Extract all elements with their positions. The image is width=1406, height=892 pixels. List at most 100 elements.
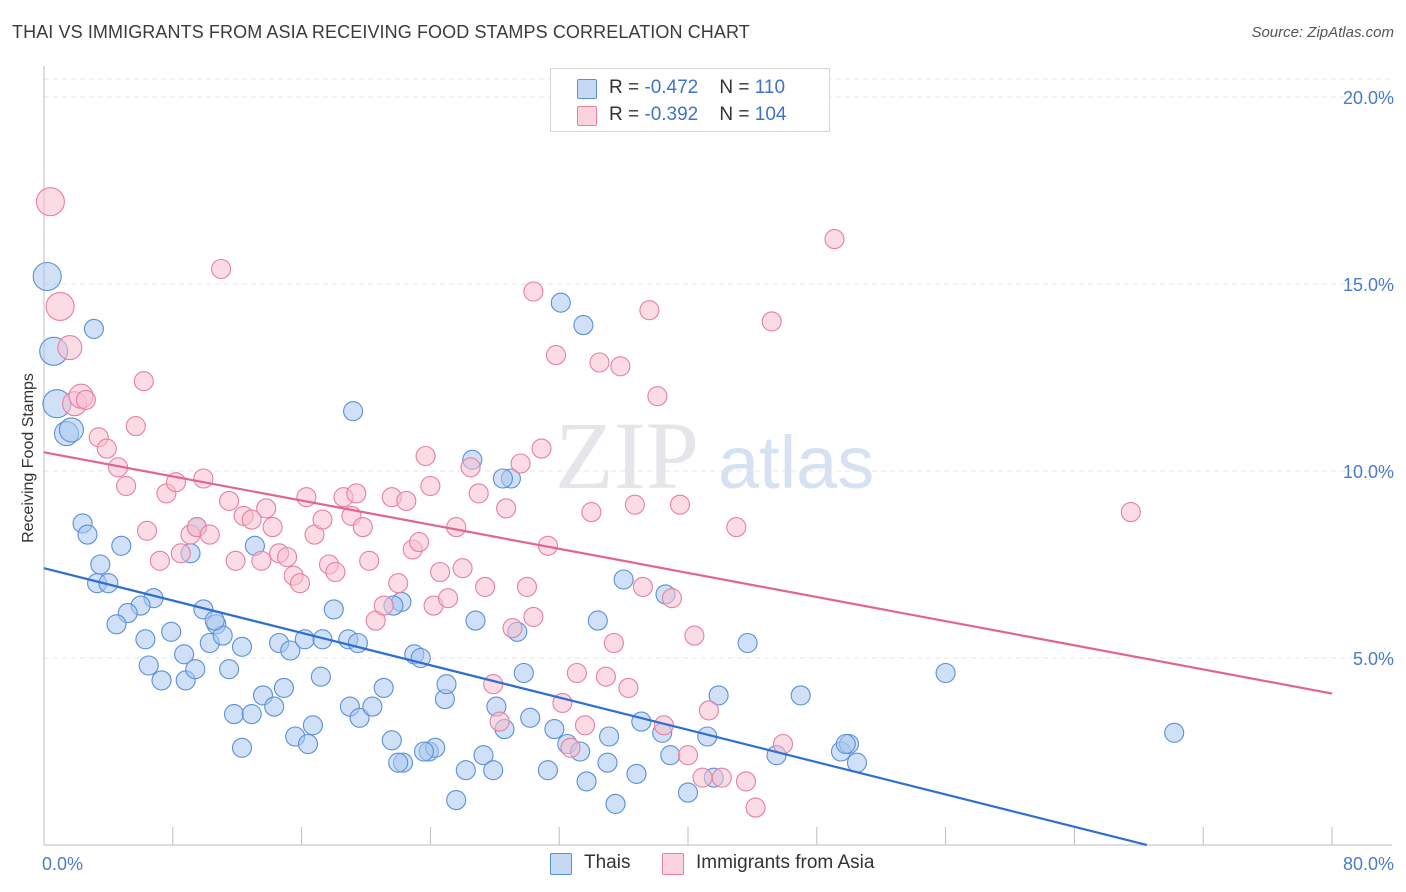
data-point (726, 517, 747, 538)
data-point (473, 745, 494, 766)
data-point (133, 371, 154, 392)
legend-n-label: N = (719, 77, 755, 98)
data-point (587, 610, 608, 631)
data-point (550, 292, 571, 313)
data-point (566, 662, 587, 684)
data-point (595, 666, 616, 687)
data-point (256, 498, 277, 519)
axis-labels: 5.0% 10.0% 15.0% 20.0% 0.0% 80.0% Receiving Fo… (20, 88, 1394, 874)
data-point (610, 356, 631, 377)
bottom-legend-swatch-immigrants (662, 853, 684, 875)
y-tick-label: 20.0% (1343, 88, 1394, 108)
bottom-legend-swatch-thais (550, 853, 572, 875)
legend-n-value: 110 (754, 77, 786, 98)
data-point (574, 715, 596, 736)
data-point (388, 573, 409, 594)
data-point (136, 520, 158, 541)
data-point (639, 300, 660, 321)
data-point (711, 767, 732, 788)
data-point (513, 662, 534, 684)
data-point (90, 554, 111, 575)
data-point (436, 674, 457, 695)
trend-lines (43, 451, 1333, 847)
legend-n-label: N = (719, 104, 755, 125)
data-point (312, 629, 333, 650)
data-point (647, 386, 668, 407)
legend-r-label: R = (609, 104, 645, 125)
data-point (75, 389, 96, 410)
data-point (410, 647, 431, 669)
y-axis-label: Receiving Food Stamps (20, 373, 37, 543)
data-point (251, 550, 272, 571)
data-point (489, 711, 510, 732)
series-immigrants-from-asia (35, 187, 1141, 818)
data-point (661, 588, 682, 609)
data-point (273, 677, 294, 698)
data-point (510, 453, 531, 474)
data-point (223, 704, 245, 725)
data-point (520, 707, 541, 728)
data-point (135, 629, 156, 650)
data-point (211, 258, 232, 280)
data-point (420, 475, 441, 497)
data-point (576, 771, 597, 792)
data-point (373, 595, 394, 616)
data-point (684, 625, 705, 646)
data-point (149, 550, 170, 571)
bottom-legend-label-thais: Thais (584, 852, 631, 873)
data-point (219, 659, 240, 680)
data-point (745, 797, 766, 818)
data-point (302, 715, 323, 736)
correlation-legend: R = -0.472 N = 110 R = -0.392 N = 104 (550, 68, 830, 132)
data-point (241, 704, 262, 725)
data-point (446, 790, 467, 811)
data-point (241, 509, 262, 530)
data-point (761, 311, 782, 332)
data-point (660, 745, 681, 766)
data-point (737, 632, 758, 654)
data-point (483, 760, 504, 781)
data-point (312, 509, 333, 530)
data-point (77, 524, 98, 545)
data-point (483, 674, 504, 695)
data-point (289, 573, 311, 594)
legend-n-value: 104 (754, 104, 787, 125)
data-point (790, 685, 811, 706)
data-point (98, 573, 119, 594)
data-point (708, 685, 729, 706)
legend-swatch-immigrants (577, 106, 597, 126)
x-tick-label: 80.0% (1343, 854, 1394, 874)
trend-line-immigrants (43, 451, 1333, 695)
data-point (632, 576, 653, 597)
data-point (174, 644, 195, 665)
bottom-legend-label-immigrants: Immigrants from Asia (696, 852, 875, 873)
data-point (362, 696, 383, 717)
data-point (846, 752, 868, 773)
data-point (599, 726, 620, 747)
data-point (1164, 722, 1185, 743)
data-point (516, 576, 538, 597)
data-point (631, 711, 652, 732)
data-point (352, 517, 373, 538)
data-point (618, 677, 639, 698)
data-point (373, 677, 394, 698)
data-point (161, 621, 182, 642)
data-point (280, 640, 301, 661)
data-point (669, 494, 691, 515)
data-point (502, 618, 523, 639)
data-point (677, 745, 699, 766)
y-tick-label: 5.0% (1353, 649, 1394, 669)
data-point (381, 730, 402, 751)
data-point (460, 457, 481, 478)
data-point (560, 737, 581, 758)
data-point (231, 737, 253, 758)
data-point (58, 417, 84, 443)
data-point (496, 498, 517, 519)
data-point (262, 517, 283, 538)
data-point (297, 733, 319, 755)
data-point (125, 416, 146, 437)
data-point (409, 532, 430, 553)
data-point (151, 670, 172, 691)
data-point (170, 543, 191, 564)
